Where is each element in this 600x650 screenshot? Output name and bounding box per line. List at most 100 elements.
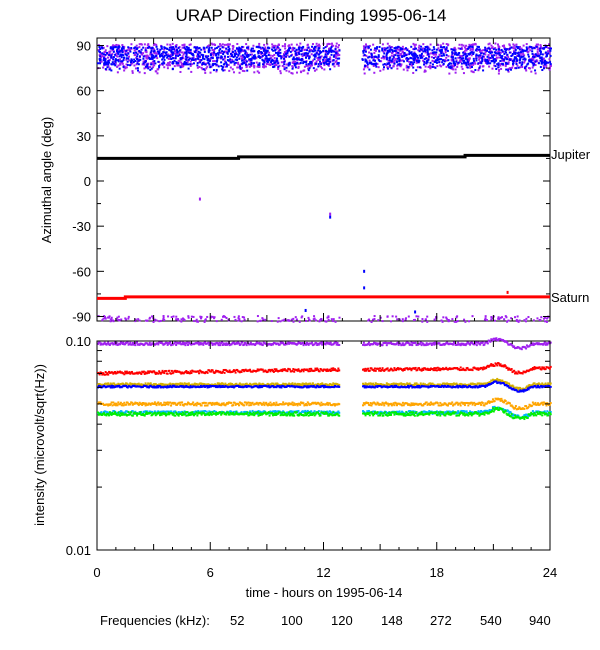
azimuth-point-940: [423, 70, 426, 73]
azimuth-point-540: [287, 62, 290, 65]
azimuth-point-540: [523, 67, 526, 70]
azimuth-point-540: [369, 48, 372, 51]
azimuth-point-540: [454, 63, 457, 66]
intensity-point-52: [122, 372, 125, 375]
azimuth-point-940: [148, 316, 151, 319]
azimuth-point-940: [334, 60, 337, 63]
azimuth-point-540: [211, 63, 214, 66]
azimuth-point-940: [327, 316, 330, 319]
azimuth-point-940: [308, 48, 311, 51]
azimuth-point-940: [227, 63, 230, 66]
azimuth-point-940: [303, 48, 306, 51]
intensity-point-940: [335, 343, 338, 346]
azimuth-point-940: [413, 51, 416, 54]
azimuth-point-540: [507, 69, 510, 72]
azimuth-point-940: [329, 56, 332, 59]
intensity-point-940: [409, 343, 412, 346]
intensity-point-52: [435, 367, 438, 370]
azimuth-point-540: [364, 50, 367, 53]
azimuth-point-540: [110, 63, 113, 66]
azimuth-point-540: [150, 53, 153, 56]
intensity-point-52: [329, 370, 332, 373]
azimuth-point-940: [381, 43, 384, 46]
azimuth-point-540: [413, 61, 416, 64]
intensity-point-100: [133, 402, 136, 405]
azimuth-point-540: [497, 62, 500, 65]
azimuth-point-940: [231, 47, 234, 50]
azimuth-point-540: [474, 69, 477, 72]
azimuth-point-540: [161, 62, 164, 65]
azimuth-point-540: [377, 54, 380, 57]
azimuth-point-940: [271, 54, 274, 57]
azimuth-point-540: [171, 53, 174, 56]
azimuth-point-940: [475, 49, 478, 52]
azimuth-point-540: [207, 55, 210, 58]
azimuth-point-540: [289, 50, 292, 53]
intensity-point-940: [494, 338, 497, 341]
azimuth-point-940: [301, 315, 304, 318]
azimuth-point-540: [199, 51, 202, 54]
azimuth-point-540: [102, 59, 105, 62]
azimuth-point-540: [304, 60, 307, 63]
azimuth-point-540: [163, 51, 166, 54]
azimuth-point-940: [167, 57, 170, 60]
intensity-point-120: [332, 382, 335, 385]
azimuth-point-540: [238, 50, 241, 53]
azimuth-point-940: [362, 68, 365, 71]
azimuth-point-940: [169, 48, 172, 51]
azimuth-point-540: [496, 52, 499, 55]
azimuth-point-940: [500, 316, 503, 319]
azimuth-point-540: [519, 51, 522, 54]
azimuth-point-940: [247, 48, 250, 51]
azimuth-point-540: [466, 47, 469, 50]
azimuth-point-540: [518, 61, 521, 64]
azimuth-point-540: [279, 55, 282, 58]
azimuth-point-940: [277, 67, 280, 70]
intensity-point-940: [397, 343, 400, 346]
azimuth-point-540: [525, 49, 528, 52]
azimuth-point-540: [501, 55, 504, 58]
intensity-point-100: [123, 401, 126, 404]
azimuth-point-940: [194, 59, 197, 62]
intensity-point-540: [379, 385, 382, 388]
intensity-point-52: [308, 367, 311, 370]
azimuth-point-540: [391, 50, 394, 53]
azimuth-point-540: [446, 49, 449, 52]
azimuth-point-540: [386, 49, 389, 52]
azimuth-point-540: [530, 46, 533, 49]
intensity-point-52: [421, 367, 424, 370]
azimuth-point-540: [307, 69, 310, 72]
azimuth-point-540: [334, 48, 337, 51]
azimuth-point-540: [273, 61, 276, 64]
azimuth-point-940: [392, 57, 395, 60]
azimuth-point-940: [524, 65, 527, 68]
azimuth-point-540: [126, 60, 129, 63]
intensity-point-940: [411, 344, 414, 347]
azimuth-point-940: [283, 56, 286, 59]
azimuth-point-940: [297, 66, 300, 69]
azimuth-point-940: [318, 45, 321, 48]
azimuth-point-540: [109, 46, 112, 49]
azimuth-point-940: [295, 318, 298, 321]
azimuth-point-540: [280, 57, 283, 60]
azimuth-point-540: [491, 59, 494, 62]
intensity-point-52: [206, 371, 209, 374]
azimuth-point-540: [409, 56, 412, 59]
intensity-point-120: [283, 383, 286, 386]
azimuth-point-940: [412, 42, 415, 45]
azimuth-point-540: [338, 49, 341, 52]
azimuth-point-540: [480, 62, 483, 65]
azimuth-point-540: [385, 47, 388, 50]
intensity-point-940: [126, 341, 129, 344]
intensity-point-940: [385, 344, 388, 347]
azimuth-point-540: [118, 67, 121, 70]
azimuth-point-540: [217, 45, 220, 48]
intensity-point-52: [292, 368, 295, 371]
intensity-point-52: [111, 371, 114, 374]
azimuth-point-540: [113, 46, 116, 49]
azimuth-point-940: [364, 43, 367, 46]
intensity-point-52: [307, 370, 310, 373]
intensity-point-120: [378, 383, 381, 386]
azimuth-point-940: [180, 64, 183, 67]
intensity-point-52: [157, 372, 160, 375]
